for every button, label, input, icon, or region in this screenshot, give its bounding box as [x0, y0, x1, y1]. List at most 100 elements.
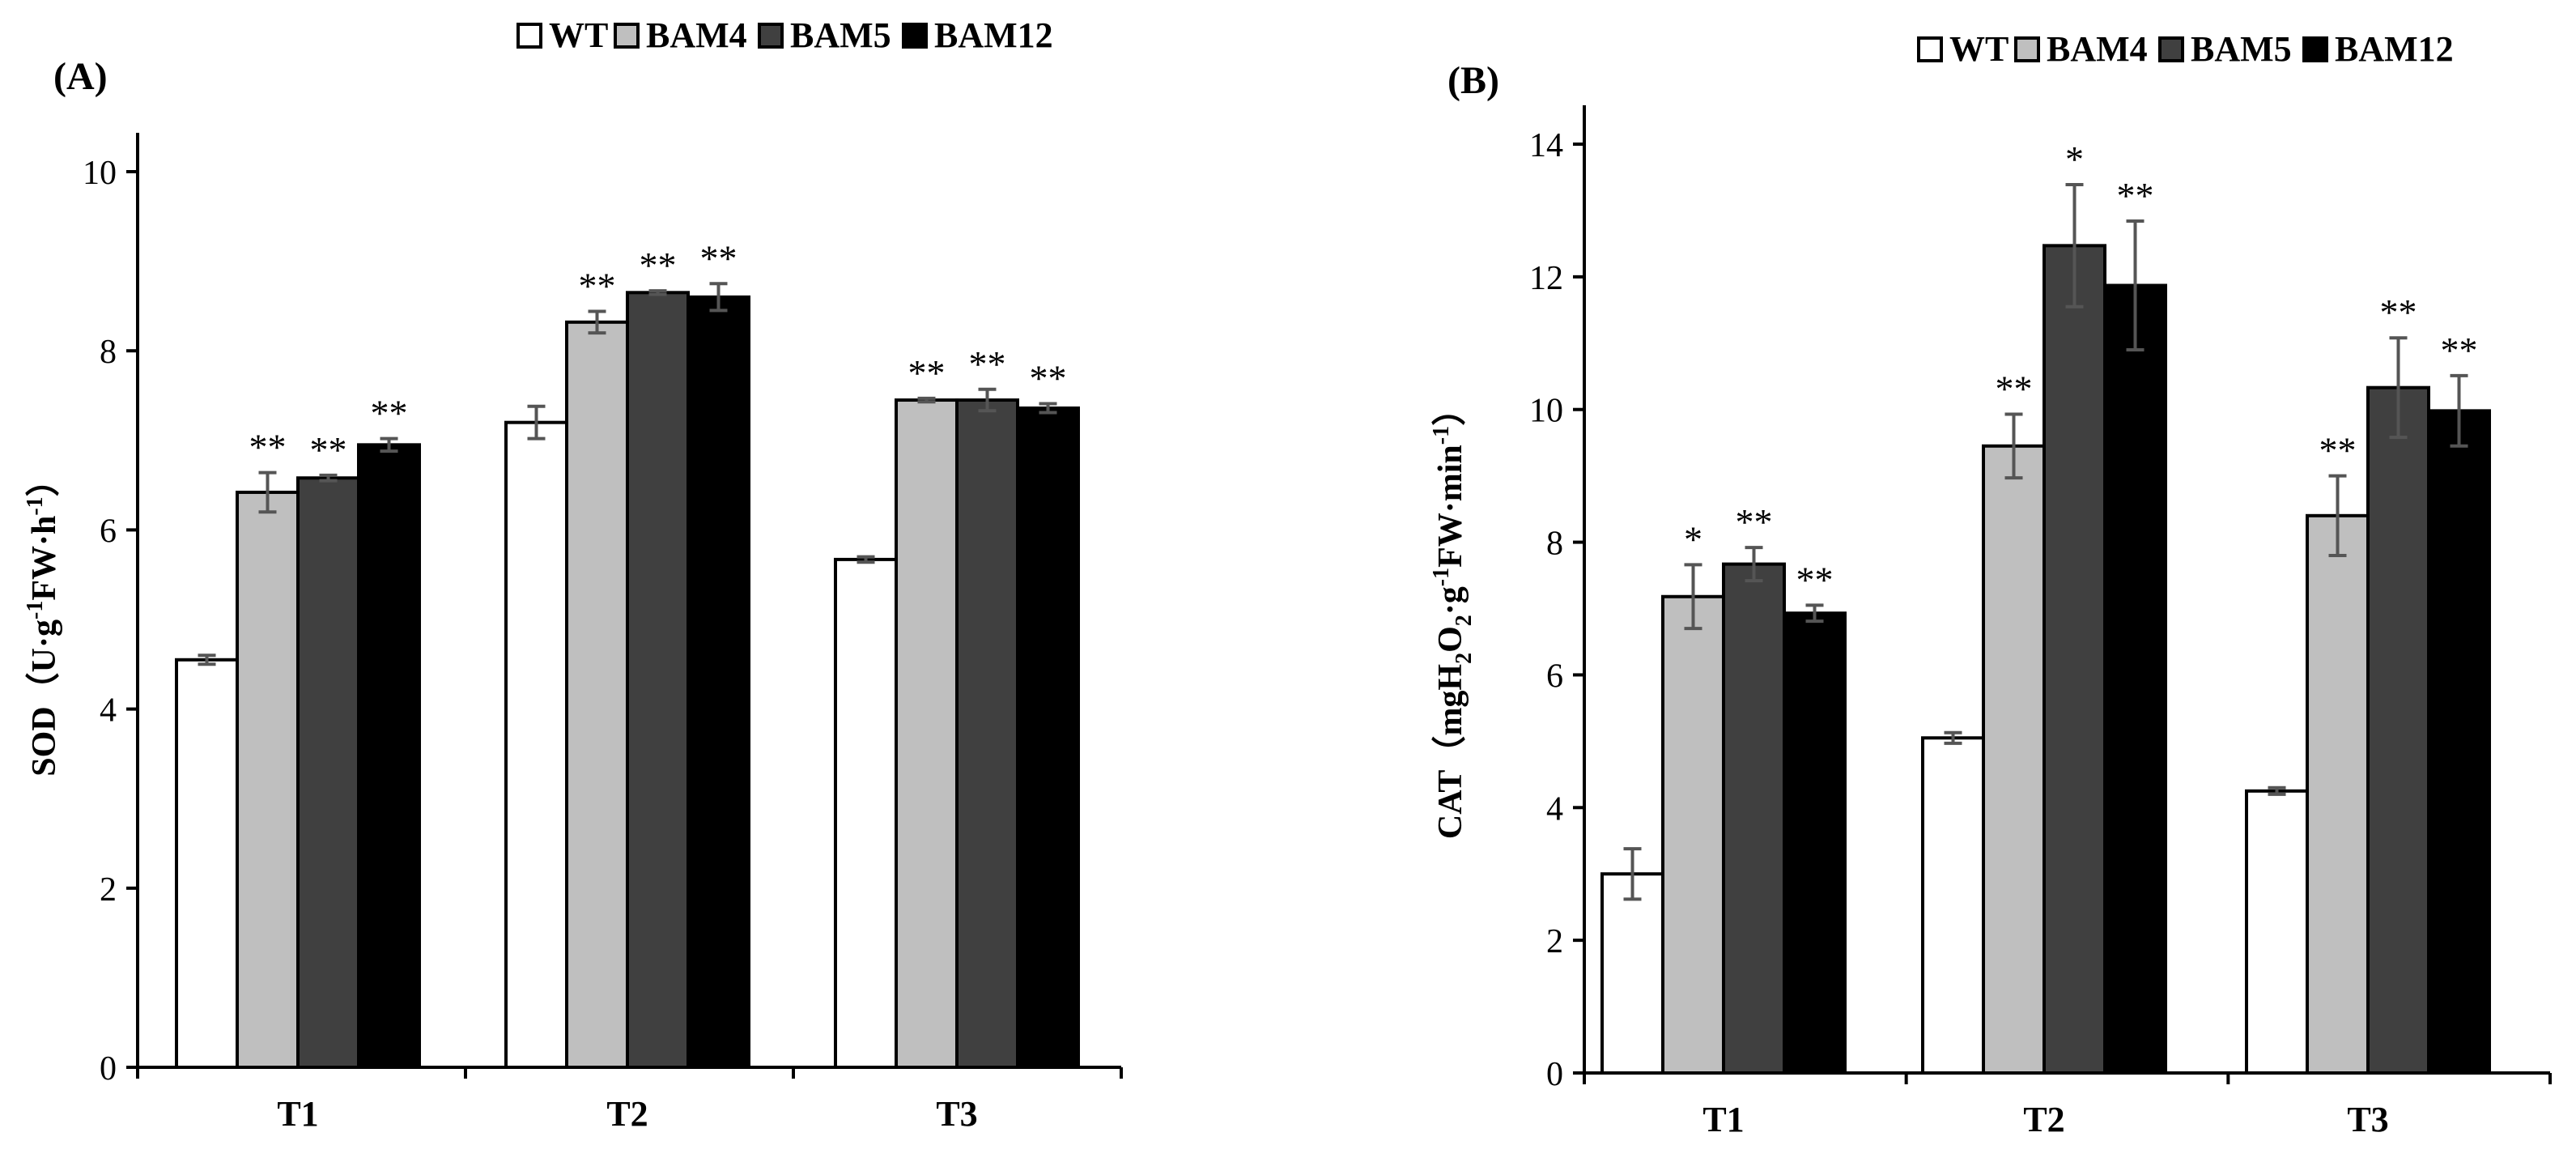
y-tick-label: 8	[1546, 526, 1563, 563]
significance-marker: **	[2441, 330, 2478, 371]
legend: WT BAM4 BAM5 BAM12	[516, 15, 1053, 55]
ylabel-sup: -1	[1429, 568, 1454, 586]
bar-bam4-t3	[2306, 513, 2370, 1075]
legend-swatch-bam12	[2302, 36, 2328, 62]
ylabel-o: O	[1432, 626, 1469, 653]
bar-wt-t3	[2245, 789, 2309, 1075]
legend-swatch-wt	[1917, 36, 1943, 62]
significance-marker: **	[2319, 430, 2357, 471]
significance-marker: *	[1684, 518, 1702, 560]
significance-marker: **	[371, 393, 408, 434]
significance-marker: *	[2065, 138, 2084, 180]
legend-label-wt: WT	[1949, 29, 2009, 69]
y-tick-label: 12	[1529, 260, 1563, 297]
bar-wt-t2	[504, 420, 568, 1069]
bar-bam4-t3	[895, 398, 959, 1069]
legend-label-wt: WT	[549, 15, 608, 55]
legend-swatch-bam5	[758, 23, 784, 49]
ylabel-main: CAT	[1432, 770, 1469, 840]
bar-wt-t3	[834, 557, 898, 1069]
y-axis-label: SOD（U·g-1FW·h-1）	[23, 462, 63, 776]
bar-bam12-t1	[357, 443, 421, 1069]
legend-swatch-bam4	[2014, 36, 2040, 62]
legend: WT BAM4 BAM5 BAM12	[1917, 29, 2454, 69]
panel-label: (A)	[53, 55, 108, 98]
y-tick-label: 6	[1546, 658, 1563, 695]
y-tick-label: 0	[1546, 1056, 1563, 1093]
legend-label-bam12: BAM12	[934, 15, 1053, 55]
y-tick-label: 14	[1529, 127, 1563, 164]
significance-marker: **	[1796, 559, 1834, 600]
y-axis-label: CAT（mgH2O2·g-1FW·min-1）	[1429, 392, 1477, 839]
x-category-label: T2	[606, 1094, 648, 1134]
ylabel-unit: （U·g	[25, 619, 63, 706]
bar-bam5-t2	[2043, 244, 2106, 1075]
significance-marker: **	[579, 266, 616, 307]
significance-marker: **	[908, 352, 946, 394]
legend-swatch-bam12	[902, 23, 928, 49]
y-tick-label: 4	[1546, 790, 1563, 828]
bar-bam5-t1	[296, 476, 360, 1069]
legend-swatch-wt	[516, 23, 542, 49]
ylabel-mid: ·g	[1432, 586, 1469, 615]
legend-label-bam5: BAM5	[790, 15, 891, 55]
legend-label-bam12: BAM12	[2335, 29, 2454, 69]
ylabel-sup: -1	[1429, 426, 1454, 445]
ylabel-main: SOD	[26, 706, 63, 776]
significance-marker: **	[969, 343, 1006, 385]
significance-marker: **	[640, 245, 677, 286]
significance-marker: **	[310, 429, 347, 470]
bar-wt-t1	[1600, 872, 1664, 1075]
bar-wt-t2	[1921, 736, 1985, 1075]
legend-swatch-bam5	[2158, 36, 2184, 62]
x-category-label: T2	[2023, 1100, 2064, 1139]
ylabel-unit: （mgH	[1431, 664, 1469, 770]
significance-marker: **	[1736, 501, 1773, 543]
y-tick-label: 2	[1546, 923, 1563, 960]
significance-marker: **	[2380, 292, 2417, 333]
significance-marker: **	[2117, 175, 2154, 216]
legend-label-bam4: BAM4	[2047, 29, 2148, 69]
bar-bam4-t2	[1982, 444, 2046, 1075]
bar-bam12-t3	[2427, 409, 2491, 1075]
ylabel-sub: 2	[1452, 615, 1477, 626]
bar-bam4-t2	[565, 320, 629, 1070]
ylabel-sub: 2	[1452, 653, 1477, 664]
x-category-label: T3	[2347, 1100, 2388, 1139]
bar-bam5-t3	[955, 398, 1019, 1069]
x-category-label: T1	[277, 1094, 318, 1134]
y-tick-label: 10	[83, 155, 117, 192]
y-tick-label: 6	[100, 513, 117, 550]
ylabel-sup: -1	[23, 496, 48, 515]
ylabel-mid: FW·min	[1432, 445, 1469, 568]
x-category-label: T3	[936, 1094, 977, 1134]
ylabel-sup: -1	[23, 601, 48, 619]
y-tick-label: 10	[1529, 393, 1563, 430]
y-tick-label: 8	[100, 334, 117, 371]
panel-label: (B)	[1447, 59, 1499, 102]
ylabel-end: ）	[25, 462, 63, 496]
bar-bam12-t1	[1783, 611, 1847, 1075]
bar-bam4-t1	[236, 490, 300, 1069]
significance-marker: **	[1996, 368, 2033, 409]
panel-a-sod-chart: (A) WT BAM4 BAM5 BAM12 0 2 4 6 8 10 T1 T2 T3 ** ** ** ** *…	[23, 15, 1123, 1134]
bar-wt-t1	[175, 658, 239, 1070]
bar-bam12-t2	[2103, 283, 2167, 1075]
bar-bam5-t3	[2366, 385, 2430, 1075]
bar-bam12-t2	[687, 295, 750, 1069]
bar-bam4-t1	[1661, 594, 1725, 1075]
y-tick-label: 0	[100, 1050, 117, 1088]
significance-marker: **	[249, 427, 287, 468]
significance-marker: **	[1030, 357, 1067, 398]
bar-bam12-t3	[1016, 406, 1080, 1069]
ylabel-mid: FW·h	[26, 516, 63, 601]
legend-label-bam4: BAM4	[646, 15, 747, 55]
bar-bam5-t2	[626, 291, 690, 1069]
y-tick-label: 2	[100, 871, 117, 909]
bar-bam5-t1	[1722, 562, 1786, 1075]
legend-swatch-bam4	[614, 23, 640, 49]
y-tick-label: 4	[100, 692, 117, 730]
x-category-label: T1	[1702, 1100, 1744, 1139]
